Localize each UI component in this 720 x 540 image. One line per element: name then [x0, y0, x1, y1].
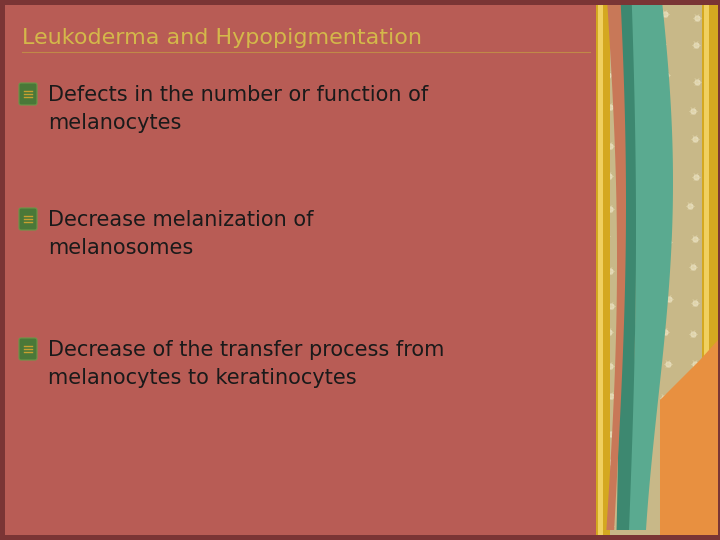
FancyBboxPatch shape [598, 5, 603, 535]
FancyBboxPatch shape [19, 208, 37, 230]
Text: Decrease of the transfer process from
melanocytes to keratinocytes: Decrease of the transfer process from me… [48, 340, 444, 388]
FancyBboxPatch shape [702, 5, 718, 535]
FancyBboxPatch shape [596, 5, 610, 535]
Polygon shape [606, 5, 626, 530]
Polygon shape [660, 340, 718, 535]
FancyBboxPatch shape [598, 5, 715, 535]
FancyBboxPatch shape [5, 5, 713, 535]
FancyBboxPatch shape [704, 5, 709, 535]
FancyBboxPatch shape [19, 338, 37, 360]
Polygon shape [612, 5, 673, 530]
Text: Defects in the number or function of
melanocytes: Defects in the number or function of mel… [48, 85, 428, 133]
Polygon shape [613, 5, 636, 530]
Text: Decrease melanization of
melanosomes: Decrease melanization of melanosomes [48, 210, 313, 258]
Text: Leukoderma and Hypopigmentation: Leukoderma and Hypopigmentation [22, 28, 422, 48]
FancyBboxPatch shape [19, 83, 37, 105]
